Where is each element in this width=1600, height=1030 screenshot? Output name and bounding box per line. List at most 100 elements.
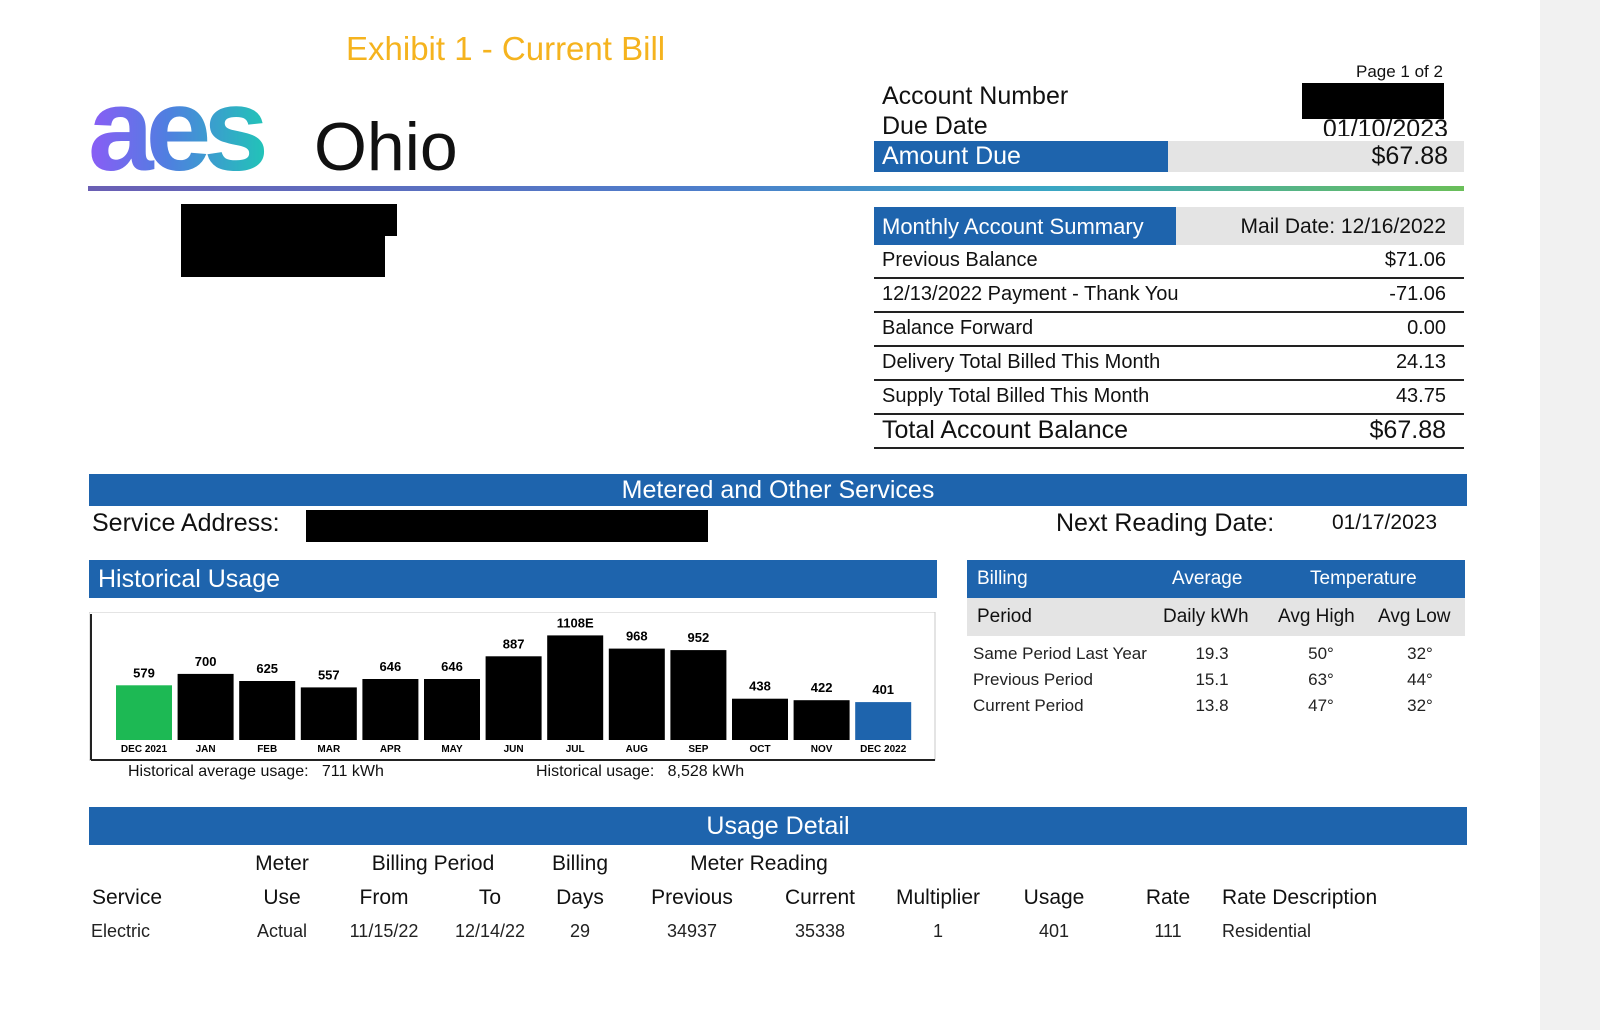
- usage-rate-description-value: Residential: [1222, 921, 1312, 941]
- col-to: To: [478, 886, 502, 909]
- billing-table-subheader: [967, 598, 1465, 636]
- avg-low-header: Avg Low: [1378, 606, 1451, 627]
- summary-row: Supply Total Billed This Month 43.75: [874, 379, 1464, 415]
- usage-month-label: MAY: [441, 744, 463, 755]
- billing-period-name: Same Period Last Year: [973, 644, 1147, 663]
- amount-due-value-bg: [1168, 141, 1464, 172]
- usage-rate-value: 111: [1154, 921, 1182, 941]
- summary-row-value: 43.75: [1395, 385, 1446, 407]
- logo-mark: aes: [88, 78, 264, 188]
- usage-bar: [793, 700, 850, 740]
- usage-month-label: SEP: [688, 744, 708, 755]
- avg-high-value: 63°: [1308, 670, 1334, 689]
- due-date-label: Due Date: [882, 112, 988, 140]
- billing-header: Billing: [977, 568, 1028, 589]
- col-service: Service: [92, 886, 163, 909]
- col-multiplier: Multiplier: [895, 886, 981, 909]
- summary-title: Monthly Account Summary: [882, 214, 1144, 239]
- summary-header-bg: [874, 207, 1176, 245]
- amount-due-label: Amount Due: [882, 142, 1021, 170]
- avg-low-value: 32°: [1407, 644, 1433, 663]
- mail-date: Mail Date: 12/16/2022: [1240, 215, 1446, 238]
- daily-kwh-value: 19.3: [1195, 644, 1229, 663]
- usage-bar-value: 625: [256, 661, 278, 676]
- summary-row-value: 0.00: [1407, 317, 1446, 339]
- gradient-divider: [88, 186, 1464, 191]
- next-reading-label: Next Reading Date:: [1056, 509, 1275, 537]
- avg-low-value: 44°: [1407, 670, 1433, 689]
- due-date-value: 01/10/2023: [1322, 115, 1448, 136]
- usage-bar: [300, 687, 357, 740]
- col-use: Use: [263, 886, 301, 909]
- usage-current-value: 35338: [794, 921, 846, 941]
- daily-kwh-value: 13.8: [1195, 696, 1229, 715]
- usage-bar: [608, 648, 665, 740]
- avg-low-value: 32°: [1407, 696, 1433, 715]
- usage-bar-value: 646: [441, 659, 463, 674]
- usage-service-value: Electric: [91, 921, 151, 941]
- usage-bar-value: 646: [380, 659, 402, 674]
- historical-usage-header: [89, 560, 937, 598]
- billing-period-name: Previous Period: [973, 670, 1094, 689]
- usage-bar-value: 1108E: [557, 615, 594, 630]
- account-number-label: Account Number: [882, 82, 1069, 110]
- usage-bar: [424, 679, 480, 740]
- right-margin-strip: [1540, 0, 1600, 1030]
- usage-bar-value: 401: [872, 682, 894, 697]
- usage-bar: [732, 698, 788, 740]
- redacted-account-number: [1302, 83, 1444, 119]
- billing-days-header: Billing: [551, 852, 609, 875]
- usage-month-label: AUG: [626, 744, 648, 755]
- usage-bar: [239, 681, 296, 740]
- billing-table-header: [967, 560, 1465, 598]
- metered-services-banner: Metered and Other Services: [89, 474, 1467, 506]
- usage-month-label: APR: [380, 744, 402, 755]
- historical-total: Historical usage: 8,528 kWh: [536, 763, 744, 781]
- summary-row-label: Balance Forward: [882, 317, 1034, 339]
- usage-from-value: 11/15/22: [349, 921, 419, 941]
- summary-total-row: Total Account Balance $67.88: [874, 413, 1464, 449]
- usage-chart-svg: 579 DEC 2021 700 JAN 625 FEB 557 MAR 646 APR 646 MA…: [88, 611, 936, 761]
- col-from: From: [359, 886, 409, 909]
- historical-usage-title: Historical Usage: [98, 565, 281, 593]
- period-header: Period: [977, 606, 1032, 627]
- col-current: Current: [784, 886, 856, 909]
- usage-bar-value: 887: [503, 636, 525, 651]
- usage-bar-value: 438: [749, 679, 771, 694]
- col-previous: Previous: [651, 886, 733, 909]
- avg-high-value: 47°: [1308, 696, 1334, 715]
- usage-bar-value: 968: [626, 629, 648, 644]
- col-rate-description: Rate Description: [1222, 886, 1378, 909]
- historical-total-value: 8,528 kWh: [667, 763, 745, 780]
- redacted-address: [181, 236, 385, 277]
- meter-reading-header: Meter Reading: [690, 852, 828, 875]
- usage-month-label: NOV: [811, 744, 833, 755]
- historical-total-label: Historical usage:: [536, 763, 655, 780]
- total-balance-label: Total Account Balance: [882, 416, 1128, 444]
- usage-bar: [116, 685, 172, 740]
- summary-row-value: 24.13: [1395, 351, 1446, 373]
- usage-month-label: DEC 2021: [121, 744, 168, 755]
- summary-row: Balance Forward 0.00: [874, 311, 1464, 347]
- amount-due-value: $67.88: [1371, 142, 1448, 170]
- usage-month-label: JUL: [566, 744, 585, 755]
- usage-use-value: Actual: [256, 921, 308, 941]
- usage-bar: [362, 679, 419, 740]
- page-info: Page 1 of 2: [1356, 62, 1443, 81]
- next-reading-value: 01/17/2023: [1332, 511, 1438, 534]
- usage-month-label: JAN: [196, 744, 216, 755]
- col-days: Days: [556, 886, 604, 909]
- average-header: Average: [1172, 568, 1243, 589]
- total-balance-value: $67.88: [1369, 416, 1446, 444]
- summary-row-value: $71.06: [1384, 249, 1446, 271]
- col-usage: Usage: [1023, 886, 1085, 909]
- usage-previous-value: 34937: [666, 921, 718, 941]
- usage-bar-value: 557: [318, 667, 340, 682]
- usage-multiplier-value: 1: [932, 921, 944, 941]
- usage-bar: [177, 673, 234, 740]
- usage-month-label: DEC 2022: [860, 744, 907, 755]
- logo-region: Ohio: [314, 109, 458, 185]
- summary-row: Previous Balance $71.06: [874, 243, 1464, 279]
- usage-bar-value: 422: [811, 680, 833, 695]
- usage-month-label: JUN: [504, 744, 524, 755]
